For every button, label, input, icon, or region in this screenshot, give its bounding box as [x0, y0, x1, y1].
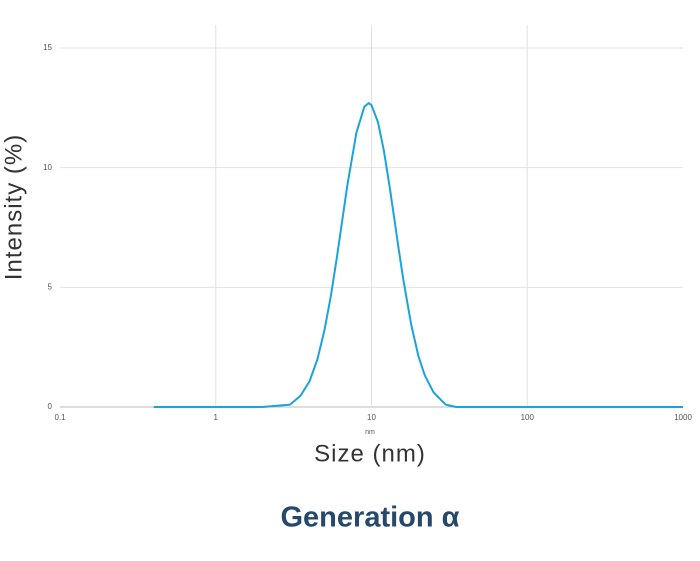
x-tick-label: 1000 [674, 413, 692, 422]
y-tick-label: 10 [43, 163, 52, 172]
x-axis-label: Size (nm) [314, 440, 426, 467]
x-unit: nm [365, 429, 375, 436]
y-tick-label: 5 [48, 282, 53, 291]
y-tick-label: 15 [43, 43, 52, 52]
x-tick-label: 10 [367, 413, 376, 422]
y-axis-label: Intensity (%) [0, 134, 27, 280]
x-tick-label: 0.1 [54, 413, 66, 422]
x-tick-label: 100 [521, 413, 535, 422]
line-series [153, 102, 683, 408]
chart-title: Generation α [281, 502, 460, 534]
x-tick-label: 1 [214, 413, 219, 422]
y-tick-label: 0 [48, 402, 53, 411]
